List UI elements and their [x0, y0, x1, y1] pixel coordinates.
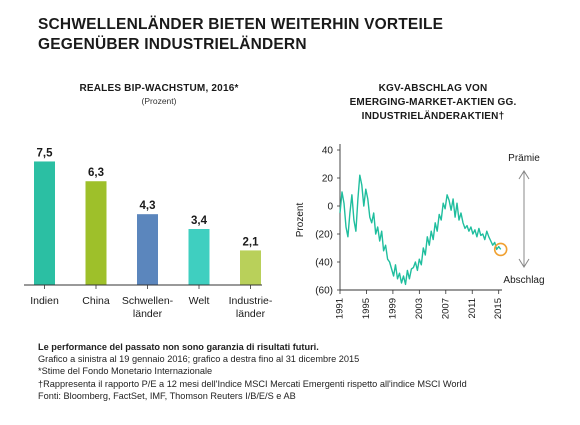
x-tick-label: 2003	[414, 298, 425, 319]
x-tick-label: 1999	[387, 298, 398, 319]
series-line	[339, 174, 502, 286]
x-tick-label: Schwellen-	[122, 295, 174, 307]
line-chart-title-line-2: EMERGING-MARKET-AKTIEN GG.	[349, 97, 517, 108]
footer-line: Fonti: Bloomberg, FactSet, IMF, Thomson …	[38, 390, 296, 401]
x-tick-label: länder	[133, 308, 163, 320]
bar-chart-title: REALES BIP-WACHSTUM, 2016*	[79, 83, 239, 94]
y-tick-label: (60)	[315, 286, 333, 297]
x-tick-label: 1991	[335, 298, 346, 319]
bar	[137, 214, 158, 285]
page-title: SCHWELLENLÄNDER BIETEN WEITERHIN VORTEIL…	[38, 15, 558, 55]
footer-line: *Stime del Fondo Monetario Internazional…	[38, 366, 213, 377]
line-chart-title-line-3: INDUSTRIELÄNDERAKTIEN†	[361, 111, 505, 122]
y-tick-label: 20	[322, 174, 334, 185]
y-tick-label: 40	[322, 146, 334, 157]
page-title-line-1: SCHWELLENLÄNDER BIETEN WEITERHIN VORTEIL…	[38, 16, 444, 33]
annotation-premium: Prämie	[508, 153, 540, 164]
bar	[85, 181, 107, 285]
x-tick-label: 1995	[361, 298, 372, 319]
y-tick-label: 0	[327, 202, 333, 213]
line-chart-title: KGV-ABSCHLAG VON EMERGING-MARKET-AKTIEN …	[318, 82, 548, 124]
footer-line: †Rappresenta il rapporto P/E a 12 mesi d…	[38, 378, 467, 389]
x-tick-label: China	[82, 295, 110, 307]
bar-value-label: 2,1	[243, 236, 260, 248]
line-chart-title-line-1: KGV-ABSCHLAG VON	[378, 83, 488, 94]
bar	[34, 161, 55, 285]
x-tick-label: 2007	[440, 298, 451, 319]
x-tick-label: länder	[236, 308, 266, 320]
bar-value-label: 6,3	[88, 167, 104, 179]
x-tick-label: Industrie-	[229, 295, 273, 307]
bar	[188, 229, 210, 285]
arrow-head-down	[518, 258, 530, 268]
footer-notes: Le performance del passato non sono gara…	[38, 341, 558, 402]
y-axis-label: Prozent	[295, 203, 306, 238]
x-tick-label: 2011	[467, 298, 478, 318]
annotation-discount: Abschlag	[503, 275, 544, 286]
x-tick-label: Welt	[189, 295, 210, 307]
footer-disclaimer: Le performance del passato non sono gara…	[38, 342, 319, 352]
page-title-line-2: GEGENÜBER INDUSTRIELÄNDERN	[38, 36, 307, 53]
bar-value-label: 3,4	[191, 215, 208, 227]
bar	[240, 250, 261, 285]
x-tick-label: 2015	[493, 298, 504, 319]
x-tick-label: Indien	[30, 295, 59, 307]
y-tick-label: (20)	[315, 230, 333, 241]
bar-value-label: 7,5	[37, 147, 54, 159]
arrow-head-up	[518, 170, 530, 180]
footer-line: Grafico a sinistra al 19 gennaio 2016; g…	[38, 354, 360, 365]
bar-value-label: 4,3	[140, 200, 156, 212]
y-tick-label: (40)	[315, 258, 333, 269]
highlight-marker	[493, 242, 508, 257]
bar-chart-subtitle: (Prozent)	[141, 96, 177, 106]
